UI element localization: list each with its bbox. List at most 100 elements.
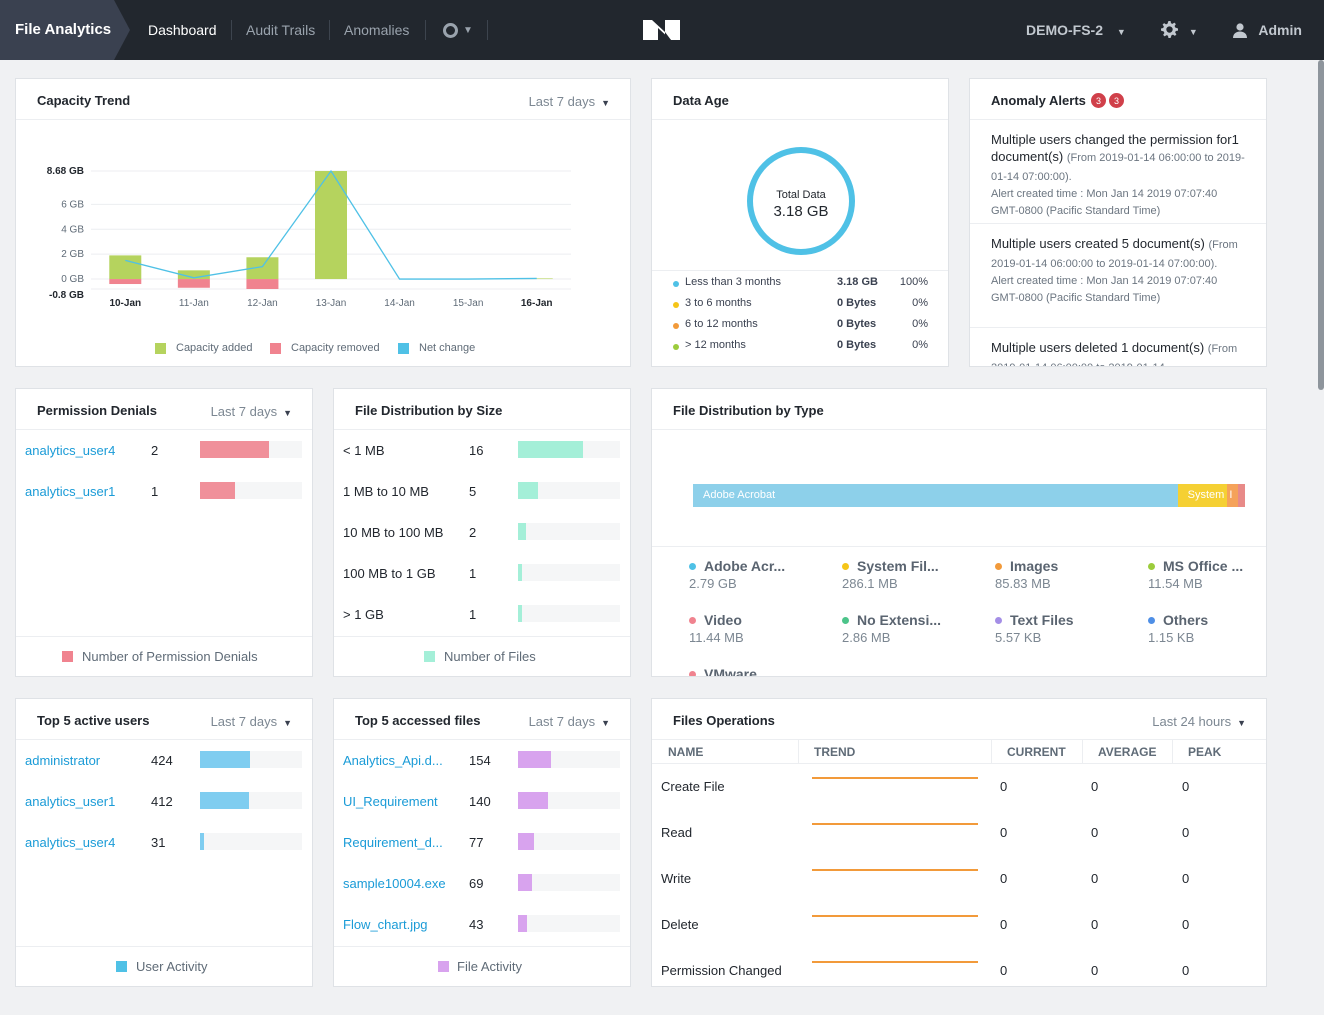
- alert-item[interactable]: Multiple users created 5 document(s) (Fr…: [970, 235, 1266, 328]
- alert-count-badge[interactable]: 3: [1090, 92, 1107, 109]
- type-legend-item[interactable]: Others 1.15 KB: [1148, 612, 1266, 652]
- chevron-down-icon: ▼: [283, 408, 292, 418]
- bar-capacity-removed[interactable]: [177, 279, 210, 288]
- accessed-files-panel: Top 5 accessed files Last 7 days ▼ Analyt…: [333, 698, 631, 987]
- bar-fill[interactable]: [518, 874, 532, 891]
- trend-sparkline: [812, 823, 978, 825]
- type-segment[interactable]: Adobe Acrobat: [693, 484, 1178, 507]
- file-link[interactable]: sample10004.exe: [343, 876, 446, 891]
- file-link[interactable]: Flow_chart.jpg: [343, 917, 428, 932]
- user-link[interactable]: analytics_user4: [25, 443, 116, 458]
- bar-capacity-added[interactable]: [246, 257, 279, 280]
- type-legend-item[interactable]: Video 11.44 MB: [689, 612, 829, 652]
- bar-fill[interactable]: [518, 751, 551, 768]
- type-legend-item[interactable]: MS Office ... 11.54 MB: [1148, 558, 1266, 598]
- column-header[interactable]: NAME: [668, 745, 704, 759]
- bar-capacity-added[interactable]: [109, 255, 142, 280]
- bar-capacity-added[interactable]: [177, 270, 210, 280]
- file-link[interactable]: Analytics_Api.d...: [343, 753, 443, 768]
- range-dropdown[interactable]: Last 7 days ▼: [529, 714, 610, 729]
- size-range-label: 10 MB to 100 MB: [343, 525, 444, 540]
- type-legend-item[interactable]: VMware: [689, 666, 829, 676]
- bar-track: [518, 564, 620, 581]
- type-legend-item[interactable]: Text Files 5.57 KB: [995, 612, 1135, 652]
- nav-anomalies[interactable]: Anomalies: [344, 22, 410, 38]
- range-label: Last 7 days: [528, 94, 596, 109]
- trend-sparkline: [812, 869, 978, 871]
- bar-track: [518, 523, 620, 540]
- nav-dashboard[interactable]: Dashboard: [148, 22, 217, 38]
- range-dropdown[interactable]: Last 7 days ▼: [211, 714, 292, 729]
- type-size: 85.83 MB: [995, 576, 1051, 591]
- app-brand[interactable]: File Analytics: [0, 0, 130, 60]
- type-color-dot: [842, 617, 849, 624]
- column-header[interactable]: PEAK: [1188, 745, 1222, 759]
- age-percent: 100%: [899, 276, 928, 288]
- page-scrollbar[interactable]: [1318, 60, 1324, 390]
- column-header[interactable]: TREND: [814, 745, 856, 759]
- type-name: Adobe Acr...: [704, 558, 786, 574]
- data-age-row: 6 to 12 months 0 Bytes 0%: [652, 317, 948, 338]
- user-link[interactable]: administrator: [25, 753, 101, 768]
- range-label: Last 24 hours: [1152, 714, 1232, 729]
- bar-capacity-removed[interactable]: [109, 279, 142, 285]
- bar-fill[interactable]: [200, 751, 250, 768]
- bar-fill[interactable]: [518, 564, 522, 581]
- panel-title: Data Age: [673, 93, 729, 108]
- type-segment[interactable]: System: [1177, 484, 1228, 507]
- bar-fill[interactable]: [518, 523, 526, 540]
- bar-fill[interactable]: [518, 915, 527, 932]
- panel-title: File Distribution by Size: [355, 403, 503, 418]
- bar-fill[interactable]: [518, 482, 538, 499]
- range-dropdown[interactable]: Last 7 days ▼: [529, 94, 610, 109]
- type-legend-item[interactable]: Images 85.83 MB: [995, 558, 1135, 598]
- net-change-line[interactable]: [125, 169, 537, 280]
- type-size: 2.86 MB: [842, 630, 891, 645]
- panel-title: Top 5 active users: [37, 713, 150, 728]
- type-legend-item[interactable]: Adobe Acr... 2.79 GB: [689, 558, 829, 598]
- legend-label: User Activity: [136, 959, 208, 974]
- chevron-down-icon: ▼: [601, 718, 610, 728]
- file-link[interactable]: Requirement_d...: [343, 835, 443, 850]
- bar-fill[interactable]: [200, 441, 269, 458]
- type-segment[interactable]: I: [1227, 484, 1239, 507]
- user-link[interactable]: analytics_user1: [25, 794, 116, 809]
- bar-fill[interactable]: [200, 833, 204, 850]
- bar-fill[interactable]: [518, 441, 583, 458]
- user-icon: [1233, 23, 1247, 38]
- average-value: 0: [1091, 871, 1099, 886]
- type-legend-item[interactable]: No Extensi... 2.86 MB: [842, 612, 982, 652]
- type-segment[interactable]: [1238, 484, 1245, 507]
- column-header[interactable]: AVERAGE: [1098, 745, 1157, 759]
- bar-fill[interactable]: [518, 605, 522, 622]
- user-menu[interactable]: Admin: [1232, 0, 1302, 60]
- chevron-down-icon[interactable]: ▼: [463, 25, 473, 36]
- type-name: Images: [1010, 558, 1059, 574]
- alert-count-badge[interactable]: 3: [1108, 92, 1125, 109]
- row-count: 154: [469, 753, 491, 768]
- nav-audit-trails[interactable]: Audit Trails: [246, 22, 316, 38]
- bar-fill[interactable]: [518, 833, 534, 850]
- bar-fill[interactable]: [200, 482, 235, 499]
- range-label: Last 7 days: [210, 404, 278, 419]
- range-label: Last 7 days: [210, 714, 278, 729]
- status-circle-icon[interactable]: [443, 23, 458, 38]
- bar-fill[interactable]: [200, 792, 249, 809]
- type-legend-item[interactable]: System Fil... 286.1 MB: [842, 558, 982, 598]
- file-link[interactable]: UI_Requirement: [343, 794, 438, 809]
- bar-track: [200, 833, 302, 850]
- bar-capacity-removed[interactable]: [246, 279, 279, 289]
- bar-track: [518, 605, 620, 622]
- server-selector[interactable]: DEMO-FS-2 ▼: [1026, 0, 1126, 60]
- bar-track: [200, 441, 302, 458]
- user-link[interactable]: analytics_user1: [25, 484, 116, 499]
- user-link[interactable]: analytics_user4: [25, 835, 116, 850]
- range-dropdown[interactable]: Last 7 days ▼: [211, 404, 292, 419]
- type-name: System Fil...: [857, 558, 939, 574]
- alert-item[interactable]: Multiple users changed the permission fo…: [970, 131, 1266, 224]
- alert-item[interactable]: Multiple users deleted 1 document(s) (Fr…: [970, 339, 1266, 366]
- bar-fill[interactable]: [518, 792, 548, 809]
- column-header[interactable]: CURRENT: [1007, 745, 1066, 759]
- range-dropdown[interactable]: Last 24 hours ▼: [1152, 714, 1246, 729]
- settings-menu[interactable]: ▼: [1161, 0, 1198, 60]
